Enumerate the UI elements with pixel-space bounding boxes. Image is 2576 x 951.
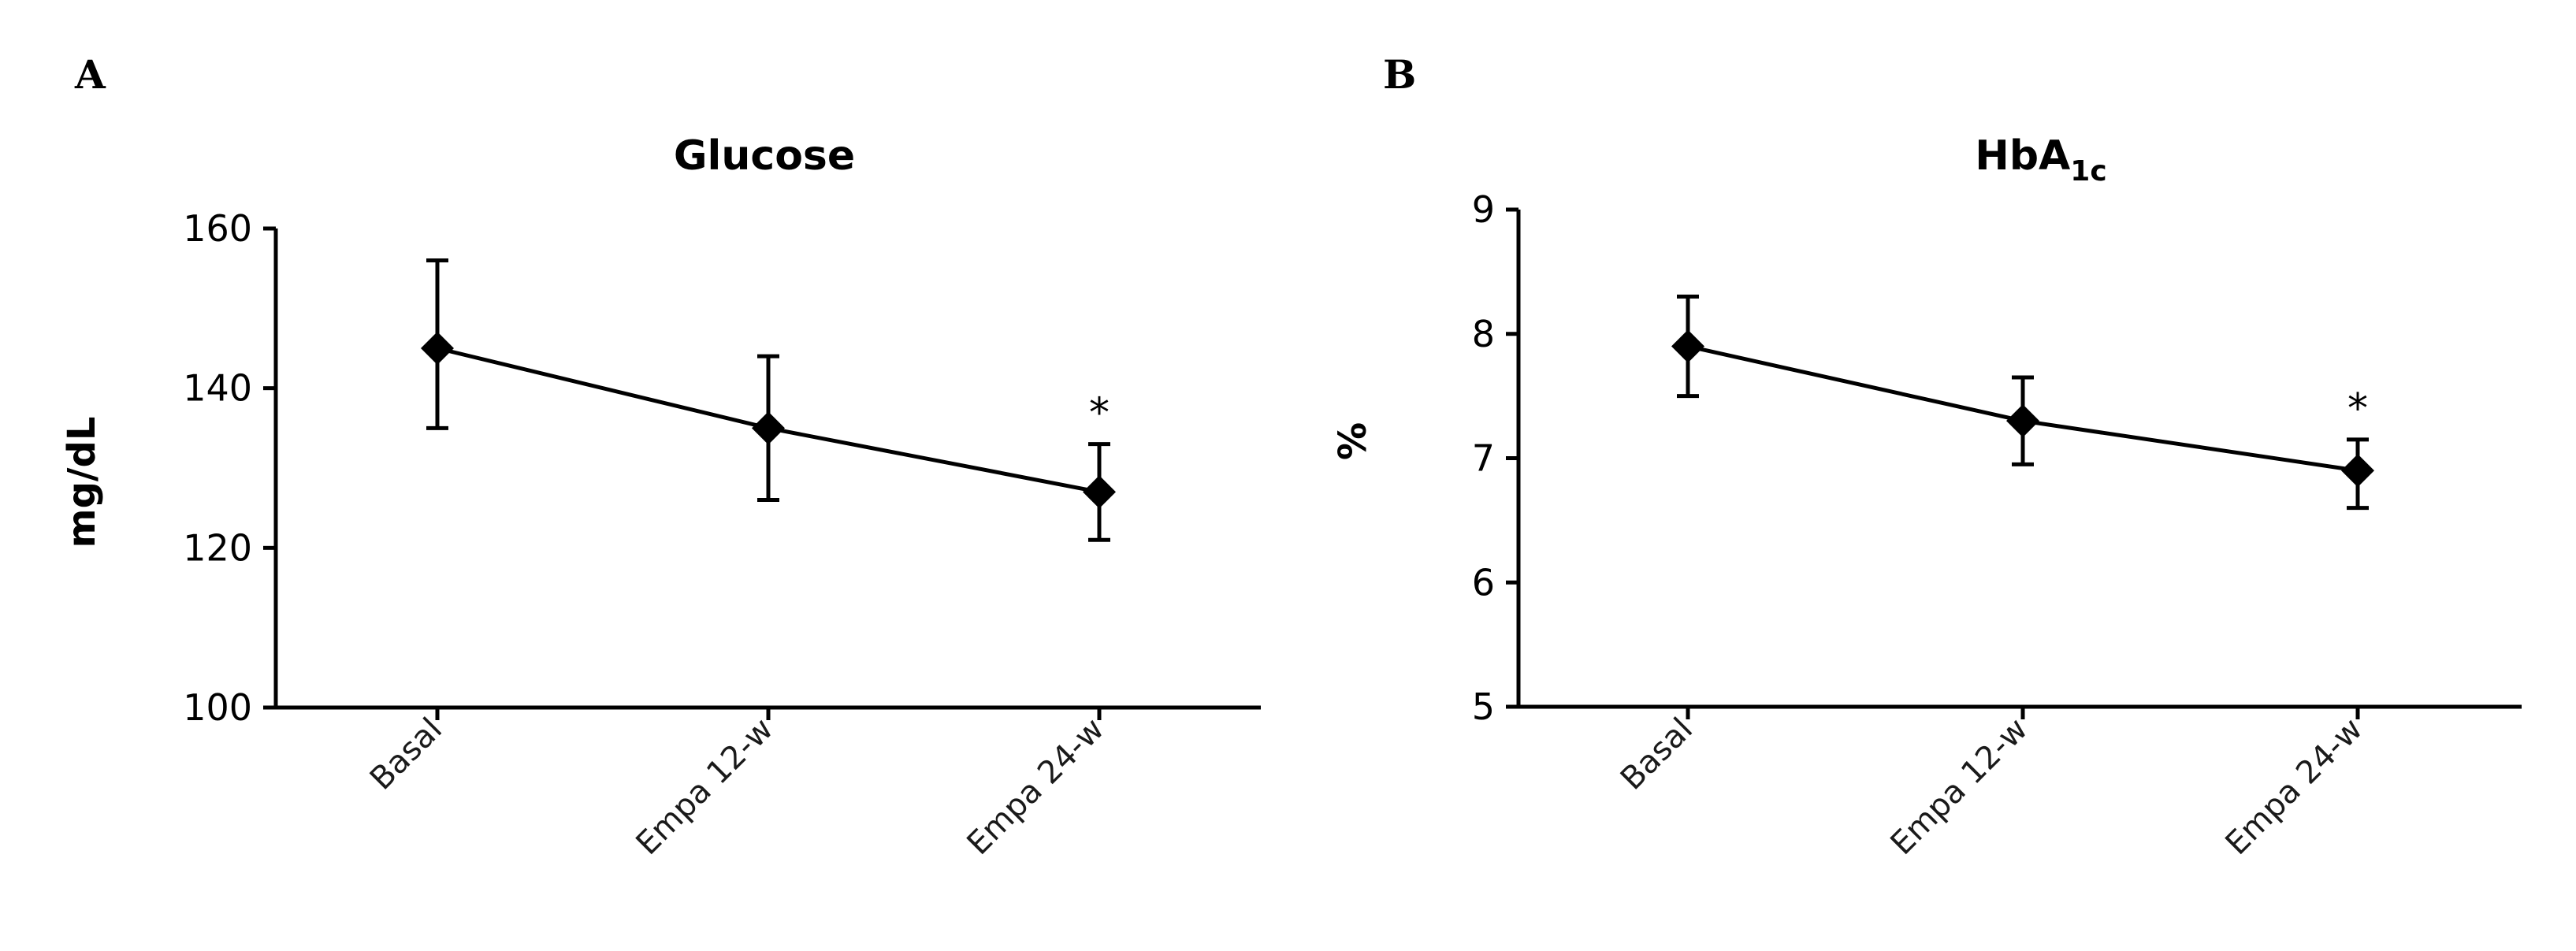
data-point [2341,454,2374,488]
y-tick-label: 8 [1472,313,1495,355]
x-tick-label: Empa 24-w [961,711,1112,863]
data-point [752,411,785,445]
data-point [1671,329,1704,363]
x-tick-label: Basal [363,711,449,797]
y-tick-label: 160 [183,207,252,250]
x-tick-label: Empa 12-w [630,711,781,863]
x-tick-label: Basal [1614,711,1700,797]
chart-title: HbA1c [1975,132,2106,188]
chart-hba1c: B HbA1c% 5 6 7 8 9 Basal Empa 12-w Empa 24-w * [1331,51,2522,862]
panel-letter: B [1383,51,1416,98]
y-tick-label: 120 [183,526,252,569]
y-tick-label: 6 [1472,561,1495,604]
y-tick-label: 9 [1472,188,1495,231]
chart-title-main: HbA [1975,132,2070,180]
y-axis-label: % [1331,422,1375,460]
chart-title-subscript: 1c [2070,155,2106,188]
significance-marker: * [2347,385,2368,433]
y-tick-label: 140 [183,367,252,410]
chart-title-main: Glucose [674,132,855,180]
x-tick-label: Empa 12-w [1884,711,2035,863]
x-tick-label: Empa 24-w [2219,711,2370,863]
data-point [1083,475,1116,509]
chart-title: Glucose [674,132,855,180]
chart-glucose: A Glucose mg/dL 100 120 140 160 Basal Empa 12-w E… [60,51,1261,862]
panel-letter: A [74,51,106,98]
data-point [421,332,454,365]
y-axis-label: mg/dL [60,417,104,548]
y-tick-label: 7 [1472,437,1495,480]
y-tick-label: 100 [183,686,252,729]
data-point [2006,404,2039,438]
y-tick-label: 5 [1472,685,1495,728]
significance-marker: * [1089,390,1110,437]
